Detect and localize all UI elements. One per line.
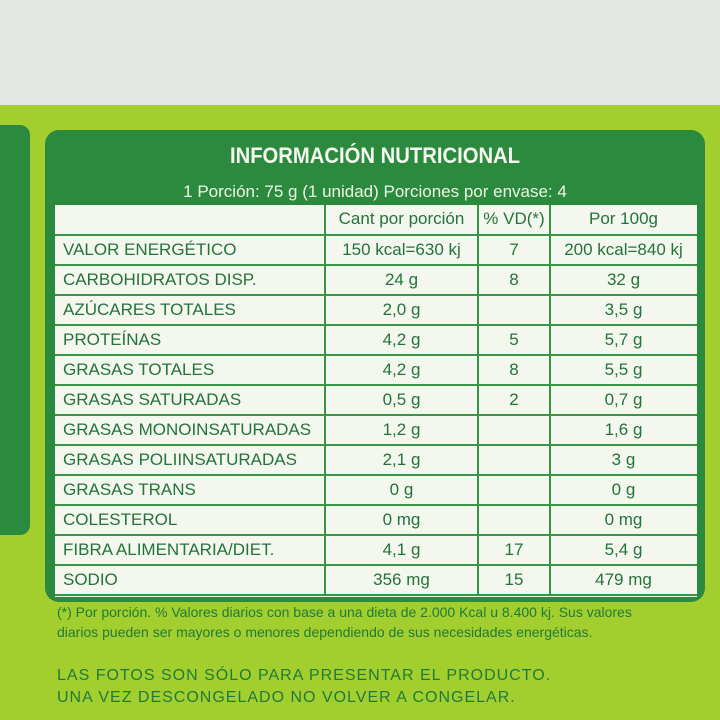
row-label: GRASAS TRANS [63,480,196,499]
cell-value: 0,7 g [604,390,643,409]
row-line [55,594,697,596]
cell-value: 8 [509,360,519,379]
title: INFORMACIÓN NUTRICIONAL [229,143,521,168]
cell-value: 5,5 g [604,360,643,379]
cell-value: 0,5 g [382,390,421,409]
column-header: % VD(*) [483,209,545,228]
cell-value: 0 g [389,480,414,499]
row-line [55,564,697,566]
cell-value: 8 [509,270,519,289]
row-label: FIBRA ALIMENTARIA/DIET. [63,540,275,559]
subtitle: 1 Porción: 75 g (1 unidad) Porciones por… [183,182,567,201]
row-label: GRASAS TOTALES [63,360,215,379]
cell-value: 200 kcal=840 kj [564,240,683,259]
cell-value: 0 mg [604,510,643,529]
row-label: GRASAS POLIINSATURADAS [63,450,297,469]
cell-value: 150 kcal=630 kj [342,240,461,259]
cell-value: 1,2 g [382,420,421,439]
cell-value: 2,1 g [382,450,421,469]
row-line [55,504,697,506]
column-line [549,205,551,595]
side-panel [0,125,30,535]
cell-value: 5 [509,330,519,349]
footnote: (*) Por porción. % Valores diarios con b… [57,604,632,620]
cell-value: 4,1 g [382,540,421,559]
cell-value: 32 g [606,270,641,289]
footnote: diarios pueden ser mayores o menores dep… [57,624,593,640]
row-line [55,234,697,236]
row-line [55,354,697,356]
row-label: COLESTEROL [63,510,178,529]
row-line [55,384,697,386]
cell-value: 5,4 g [604,540,643,559]
cell-value: 15 [504,570,524,589]
row-label: SODIO [63,570,118,589]
row-label: GRASAS SATURADAS [63,390,242,409]
row-label: AZÚCARES TOTALES [63,300,236,319]
row-line [55,264,697,266]
disclaimer: UNA VEZ DESCONGELADO NO VOLVER A CONGELA… [57,689,516,706]
cell-value: 17 [504,540,524,559]
row-line [55,444,697,446]
row-label: CARBOHIDRATOS DISP. [63,270,257,289]
nutrition-table: Cant por porción % VD(*) Por 100g VALOR ENE… [55,205,697,597]
cell-value: 3,5 g [604,300,643,319]
cell-value: 2,0 g [382,300,421,319]
cell-value: 5,7 g [604,330,643,349]
cell-value: 4,2 g [382,330,421,349]
cell-value: 4,2 g [382,360,421,379]
row-line [55,534,697,536]
cell-value: 0 g [611,480,636,499]
cell-value: 24 g [384,270,419,289]
row-line [55,294,697,296]
package-top [0,0,720,105]
cell-value: 479 mg [595,570,652,589]
column-line [324,205,326,595]
cell-value: 3 g [611,450,636,469]
row-label: GRASAS MONOINSATURADAS [63,420,312,439]
column-header: Cant por porción [338,209,465,228]
cell-value: 2 [509,390,519,409]
column-line [477,205,479,595]
disclaimer: LAS FOTOS SON SÓLO PARA PRESENTAR EL PRO… [57,667,552,684]
row-line [55,474,697,476]
row-line [55,414,697,416]
cell-value: 0 mg [382,510,421,529]
cell-value: 356 mg [373,570,430,589]
row-line [55,324,697,326]
cell-value: 1,6 g [604,420,643,439]
column-header: Por 100g [589,209,658,228]
row-label: PROTEÍNAS [63,330,162,349]
cell-value: 7 [509,240,519,259]
row-label: VALOR ENERGÉTICO [63,240,237,259]
